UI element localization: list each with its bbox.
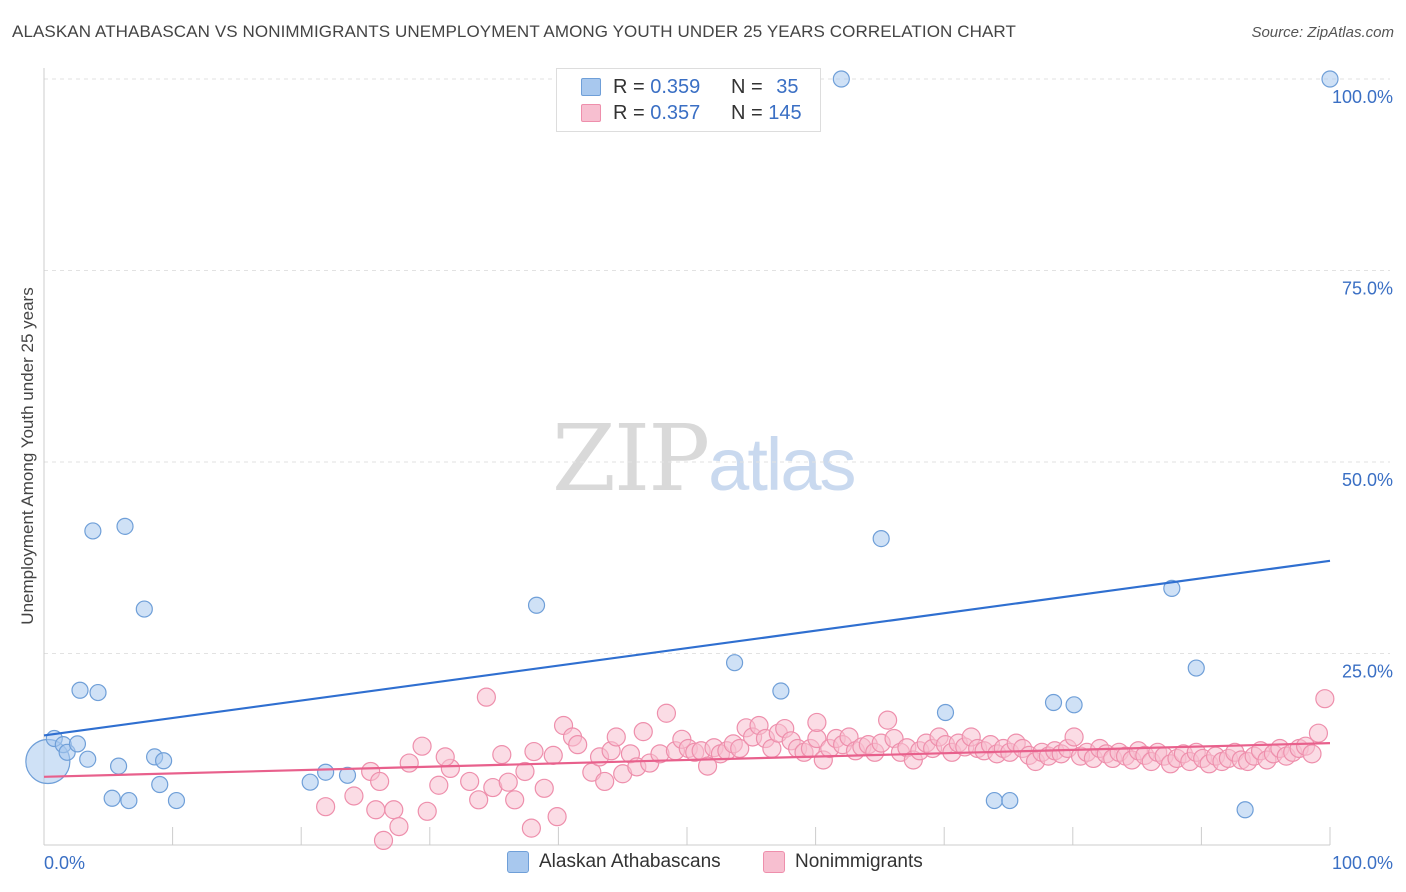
athabascan-point bbox=[1001, 791, 1019, 810]
nonimmigrant-point bbox=[399, 753, 419, 773]
nonimmigrant-point bbox=[429, 775, 449, 795]
nonimmigrant-point bbox=[370, 771, 390, 792]
athabascan-point bbox=[772, 682, 790, 700]
legend-r-label: R = bbox=[613, 75, 651, 98]
legend-row-athabascans: R = 0.359 N = 35 bbox=[581, 74, 799, 100]
athabascan-point bbox=[301, 773, 319, 791]
nonimmigrant-point bbox=[492, 745, 512, 765]
chart-title: ALASKAN ATHABASCAN VS NONIMMIGRANTS UNEM… bbox=[12, 22, 1016, 41]
y-axis-label: Unemployment Among Youth under 25 years bbox=[18, 287, 37, 625]
nonimmigrant-point bbox=[460, 771, 480, 792]
nonimmigrant-point bbox=[524, 741, 544, 762]
athabascan-point bbox=[338, 766, 357, 784]
athabascan-point bbox=[527, 596, 546, 614]
athabascan-point bbox=[120, 791, 138, 810]
nonimmigrant-point bbox=[389, 817, 409, 837]
legend-item-nonimmigrants[interactable]: Nonimmigrants bbox=[763, 851, 923, 873]
nonimmigrant-point bbox=[697, 756, 718, 776]
nonimmigrant-point bbox=[1315, 689, 1335, 709]
nonimmigrant-point bbox=[1064, 727, 1084, 747]
x-tick-label: 100.0% bbox=[1332, 853, 1393, 873]
athabascan-point bbox=[89, 683, 107, 702]
athabascan-point bbox=[1236, 801, 1254, 819]
nonimmigrant-point bbox=[384, 800, 404, 820]
legend-n-value: 145 bbox=[768, 101, 802, 124]
nonimmigrant-point bbox=[730, 738, 750, 759]
nonimmigrant-point bbox=[606, 727, 626, 747]
nonimmigrant-point bbox=[498, 772, 518, 792]
legend-swatch-nonimmigrants bbox=[581, 104, 601, 122]
nonimmigrant-point bbox=[1302, 744, 1322, 764]
nonimmigrant-point bbox=[373, 830, 394, 851]
athabascan-point bbox=[725, 654, 744, 672]
athabascan-point bbox=[68, 735, 87, 753]
y-tick-label: 100.0% bbox=[1332, 87, 1393, 107]
legend-swatch bbox=[507, 851, 529, 873]
nonimmigrant-point bbox=[878, 710, 898, 730]
athabascan-point bbox=[872, 529, 890, 548]
nonimmigrant-point bbox=[1308, 723, 1329, 743]
athabascan-point bbox=[151, 775, 169, 794]
nonimmigrant-point bbox=[435, 747, 455, 767]
nonimmigrant-point bbox=[344, 786, 364, 806]
legend-r-value: 0.357 bbox=[650, 101, 701, 124]
athabascan-point bbox=[154, 752, 173, 770]
nonimmigrant-point bbox=[547, 807, 567, 827]
athabascan-point bbox=[936, 703, 955, 722]
athabascan-trend-line bbox=[43, 559, 1331, 737]
y-tick-label: 50.0% bbox=[1342, 470, 1393, 490]
athabascan-point bbox=[832, 70, 850, 88]
legend-label: Alaskan Athabascans bbox=[539, 851, 721, 872]
nonimmigrant-point bbox=[469, 790, 489, 810]
legend-label: Nonimmigrants bbox=[795, 851, 923, 872]
nonimmigrant-point bbox=[417, 801, 437, 821]
nonimmigrant-point bbox=[807, 712, 827, 733]
nonimmigrant-point bbox=[476, 687, 496, 707]
nonimmigrant-point bbox=[656, 703, 677, 723]
legend-swatch-athabascans bbox=[581, 78, 601, 96]
y-tick-label: 25.0% bbox=[1342, 662, 1393, 682]
nonimmigrant-point bbox=[633, 722, 653, 742]
legend-swatch bbox=[763, 851, 785, 873]
nonimmigrant-point bbox=[595, 771, 615, 792]
nonimmigrant-point bbox=[515, 761, 535, 782]
athabascan-point bbox=[317, 763, 335, 781]
athabascan-point bbox=[79, 750, 97, 768]
source-label: Source: ZipAtlas.com bbox=[1251, 24, 1394, 41]
nonimmigrant-point bbox=[412, 736, 432, 756]
nonimmigrant-point bbox=[316, 797, 336, 817]
athabascan-point bbox=[1044, 693, 1063, 712]
athabascan-point bbox=[71, 681, 89, 699]
legend-n-label: N = bbox=[731, 101, 769, 124]
athabascan-point bbox=[103, 789, 121, 807]
x-tick-label: 0.0% bbox=[44, 853, 85, 873]
nonimmigrant-point bbox=[366, 800, 386, 820]
legend-item-athabascans[interactable]: Alaskan Athabascans bbox=[507, 851, 721, 873]
athabascan-point bbox=[84, 522, 102, 540]
nonimmigrant-point bbox=[568, 735, 588, 755]
nonimmigrant-point bbox=[534, 778, 554, 798]
athabascan-point bbox=[109, 757, 128, 775]
athabascan-point bbox=[1187, 659, 1205, 677]
nonimmigrant-point bbox=[521, 818, 541, 838]
legend-n-value: 35 bbox=[776, 75, 799, 98]
y-tick-label: 75.0% bbox=[1342, 279, 1393, 299]
nonimmigrant-point bbox=[543, 745, 563, 765]
nonimmigrant-point bbox=[505, 790, 525, 810]
athabascan-point bbox=[1065, 696, 1083, 714]
nonimmigrant-trend-line bbox=[43, 742, 1331, 778]
legend-r-value: 0.359 bbox=[650, 75, 701, 98]
stats-legend: R = 0.359 N = 35 R = 0.357 N = 145 bbox=[556, 68, 821, 132]
athabascan-point bbox=[116, 517, 134, 535]
athabascan-point bbox=[1163, 579, 1181, 597]
athabascan-point bbox=[985, 791, 1003, 810]
athabascan-point bbox=[135, 600, 153, 618]
legend-row-nonimmigrants: R = 0.357 N = 145 bbox=[581, 100, 802, 126]
athabascan-point bbox=[1321, 70, 1339, 88]
legend-r-label: R = bbox=[613, 101, 651, 124]
legend-n-label: N = bbox=[731, 75, 769, 98]
athabascan-point bbox=[167, 791, 186, 810]
